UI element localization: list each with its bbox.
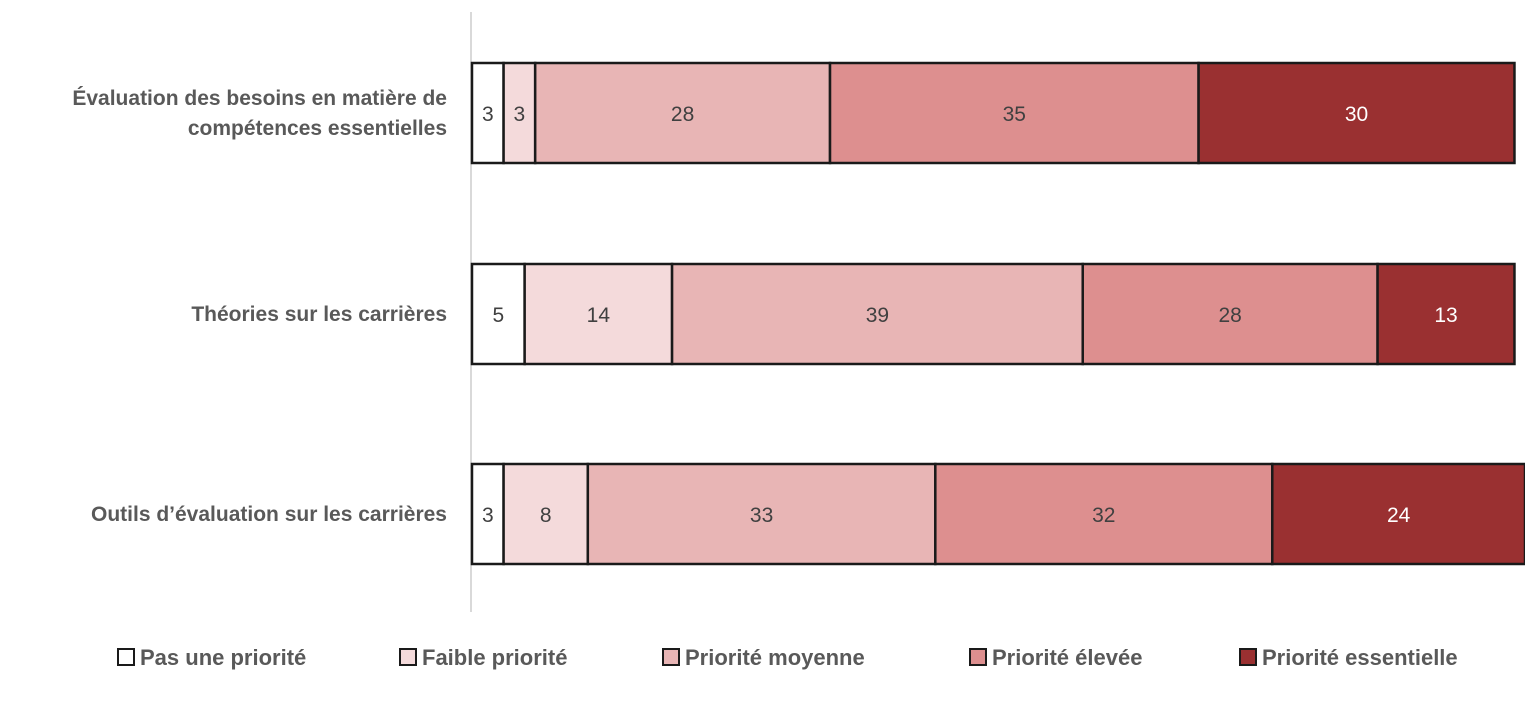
bar-segment <box>470 462 505 566</box>
category-labels: Évaluation des besoins en matière de comp… <box>72 87 447 526</box>
legend-swatch <box>1239 648 1257 666</box>
data-label: 35 <box>1003 103 1026 126</box>
bars: 3 3 28 35 305 14 39 28 133 8 33 32 24 <box>470 61 1525 566</box>
bar-segment <box>1271 462 1525 566</box>
data-label: 3 <box>482 504 494 527</box>
legend-label: Faible priorité <box>422 645 567 670</box>
data-label: 8 <box>540 504 552 527</box>
data-label: 28 <box>1218 304 1241 327</box>
category-label: Évaluation des besoins en matière de <box>72 87 447 110</box>
data-label: 28 <box>671 103 694 126</box>
legend-label: Priorité moyenne <box>685 645 865 670</box>
data-label: 5 <box>492 304 504 327</box>
data-label: 24 <box>1387 504 1411 527</box>
bar-segment <box>1081 262 1379 366</box>
legend-label: Pas une priorité <box>140 645 306 670</box>
data-label: 39 <box>866 304 889 327</box>
data-label: 32 <box>1092 504 1115 527</box>
category-label: compétences essentielles <box>188 117 447 140</box>
legend-swatch <box>969 648 987 666</box>
bar-segment <box>1197 61 1516 165</box>
category-label: Outils d’évaluation sur les carrières <box>91 503 447 526</box>
legend-swatch <box>399 648 417 666</box>
bar-segment <box>533 61 832 165</box>
bar-segment <box>1376 262 1516 366</box>
bar-segment <box>586 462 937 566</box>
data-label: 30 <box>1345 103 1368 126</box>
legend-swatch <box>662 648 680 666</box>
data-label: 33 <box>750 504 773 527</box>
data-label: 14 <box>587 304 611 327</box>
bar-segment <box>934 462 1274 566</box>
legend-swatch <box>117 648 135 666</box>
legend-label: Priorité essentielle <box>1262 645 1458 670</box>
data-label: 3 <box>482 103 494 126</box>
legend: Pas une priorité Faible priorité Priorité … <box>117 645 1458 670</box>
category-label: Théories sur les carrières <box>191 303 447 326</box>
data-label: 13 <box>1434 304 1457 327</box>
data-label: 3 <box>514 103 526 126</box>
legend-label: Priorité élevée <box>992 645 1142 670</box>
